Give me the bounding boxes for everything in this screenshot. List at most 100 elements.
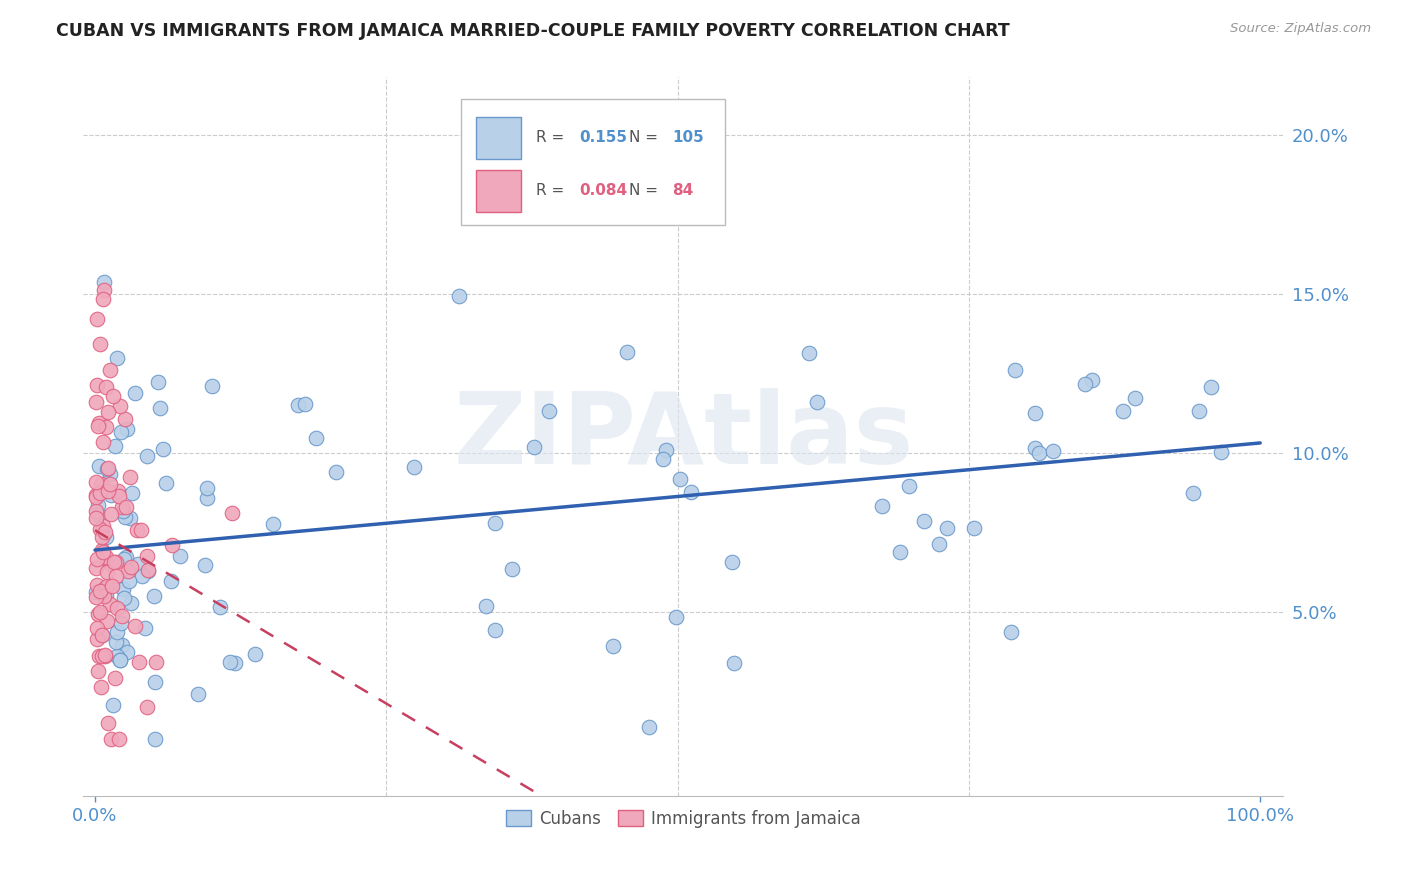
Point (90, 477, 112, 491)
Point (86, 577, 108, 591)
Point (89, 485, 111, 500)
Point (118, 470, 141, 484)
Point (94, 419, 117, 434)
Point (89, 337, 111, 351)
Point (1181, 486, 1204, 500)
Point (484, 516, 506, 531)
Point (160, 574, 183, 588)
Point (87, 607, 110, 621)
Point (89, 583, 111, 598)
Point (117, 645, 139, 659)
Point (89, 522, 111, 536)
Point (94, 380, 117, 394)
Text: CUBAN VS IMMIGRANTS FROM JAMAICA MARRIED-COUPLE FAMILY POVERTY CORRELATION CHART: CUBAN VS IMMIGRANTS FROM JAMAICA MARRIED… (56, 22, 1010, 40)
Point (101, 698, 124, 713)
Point (86, 378, 108, 392)
Point (108, 731, 131, 746)
Point (1211, 445, 1233, 459)
Text: N =: N = (630, 130, 664, 145)
Point (84, 475, 107, 489)
Point (1000, 624, 1022, 639)
Point (936, 521, 959, 535)
Point (112, 582, 135, 596)
Point (98, 597, 121, 611)
Point (305, 431, 328, 445)
Point (87, 664, 110, 678)
Point (616, 345, 638, 359)
Point (89, 416, 111, 430)
Point (679, 484, 702, 499)
Point (655, 442, 678, 457)
Point (484, 623, 506, 637)
Point (115, 500, 138, 514)
Point (134, 621, 156, 635)
Point (124, 619, 146, 633)
Point (84, 490, 107, 504)
Point (100, 476, 122, 491)
Point (325, 466, 347, 480)
Point (94, 649, 117, 664)
Point (84, 560, 107, 574)
Point (97, 483, 120, 498)
Point (93, 582, 115, 596)
Point (114, 509, 136, 524)
Point (872, 499, 894, 513)
Point (208, 600, 231, 615)
Point (86, 632, 108, 646)
Point (110, 500, 132, 514)
Point (127, 557, 149, 571)
Point (723, 656, 745, 670)
Point (117, 422, 139, 436)
Point (96, 565, 118, 579)
Point (201, 379, 224, 393)
Point (91, 435, 114, 450)
Point (143, 731, 166, 746)
Point (1073, 376, 1095, 391)
Text: 0.155: 0.155 (579, 130, 627, 145)
Point (146, 375, 169, 389)
Point (114, 412, 136, 426)
Point (93, 275, 115, 289)
Point (97, 461, 120, 475)
Point (87, 508, 110, 523)
Point (537, 403, 560, 417)
Legend: Cubans, Immigrants from Jamaica: Cubans, Immigrants from Jamaica (499, 803, 868, 835)
Text: 0.084: 0.084 (579, 184, 627, 199)
Point (501, 562, 523, 576)
Point (110, 616, 132, 631)
Point (105, 569, 128, 583)
Point (89, 605, 111, 619)
Point (96, 461, 118, 475)
Point (108, 653, 131, 667)
Point (665, 610, 688, 624)
Point (1024, 406, 1046, 420)
Point (195, 481, 218, 495)
Point (136, 549, 159, 564)
Point (127, 523, 149, 537)
Point (110, 425, 132, 439)
Point (522, 441, 544, 455)
Point (136, 563, 159, 577)
Point (96, 579, 118, 593)
Text: 105: 105 (672, 130, 704, 145)
Point (98, 467, 121, 482)
Point (84, 511, 107, 525)
Text: N =: N = (630, 184, 664, 199)
Point (107, 483, 129, 498)
Point (219, 655, 242, 669)
Point (98, 556, 121, 570)
Point (105, 624, 128, 639)
Point (87, 458, 110, 473)
Point (136, 565, 159, 579)
Point (93, 525, 115, 540)
Point (155, 475, 177, 490)
Point (90, 530, 112, 544)
Point (98, 363, 121, 377)
Point (93, 283, 115, 297)
Text: R =: R = (536, 184, 569, 199)
Point (112, 591, 135, 606)
Point (1004, 363, 1026, 377)
Point (1042, 443, 1064, 458)
Point (294, 397, 316, 411)
Point (93, 292, 115, 306)
